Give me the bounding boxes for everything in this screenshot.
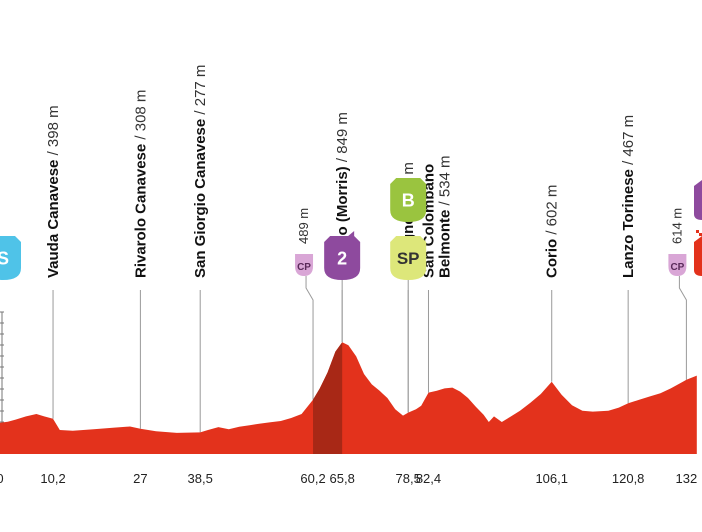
location-name-text: Corio [544, 239, 561, 278]
location-altitude-text: / 849 m [334, 112, 351, 166]
location-altitude-text: / 467 m [620, 115, 637, 169]
km-tick-label: 60,2 [300, 471, 325, 486]
km-tick-label: 65,8 [330, 471, 355, 486]
climb-marker-flag [348, 231, 355, 236]
location-name-sangiorgio: San Giorgio Canavese / 277 m [192, 65, 209, 278]
location-label-sangiorgio: San Giorgio Canavese / 277 m [192, 65, 209, 278]
start-marker: S [0, 236, 21, 280]
km-tick-label: 120,8 [612, 471, 645, 486]
location-altitude-text: / 308 m [132, 90, 149, 144]
leader-lines [52, 276, 687, 433]
location-name-corio: Corio / 602 m [544, 185, 561, 278]
location-name-text-2: Belmonte [436, 210, 453, 278]
location-name-rivarolo: Rivarolo Canavese / 308 m [132, 90, 149, 278]
location-name2-sancolombano: Belmonte / 534 m [436, 155, 453, 278]
edge-flag-dot [696, 230, 699, 233]
start-marker-shape [0, 236, 21, 280]
checkpoint-badge [668, 254, 687, 276]
location-name-text: Rivarolo Canavese [132, 144, 149, 278]
km-tick-label: 78,5 [396, 471, 421, 486]
profile-area [0, 342, 697, 454]
location-name-text: Lanzo Torinese [620, 169, 637, 278]
location-altitude-text: / 277 m [192, 65, 209, 119]
sprint-marker: SP [390, 236, 427, 280]
km-tick-label: 82,4 [416, 471, 441, 486]
km-tick-label: 10,2 [40, 471, 65, 486]
edge-climb-marker [694, 180, 702, 220]
sprint-marker-shape [390, 236, 427, 280]
km-tick-labels: 0 10,2 27 38,5 60,2 65,8 78,582,4 106,1 120,8 132 [0, 471, 697, 486]
location-label-vauda: Vauda Canavese / 398 m [45, 105, 62, 278]
checkpoint-marker-cp1: CP 489 m [295, 208, 314, 276]
location-altitude-text: / 398 m [45, 105, 62, 159]
location-name-vauda: Vauda Canavese / 398 m [45, 105, 62, 278]
climb-band [313, 342, 343, 454]
checkpoint-altitude: 614 m [669, 208, 684, 244]
km-tick-label: 27 [133, 471, 147, 486]
km-tick-label: 38,5 [188, 471, 213, 486]
checkpoint-badge [295, 254, 314, 276]
location-altitude-text: / 534 m [436, 155, 453, 209]
climb-category-marker-label: 2 [337, 248, 347, 268]
edge-finish-marker [694, 236, 702, 276]
checkpoint-altitude: 489 m [296, 208, 311, 244]
location-name-text: San Giorgio Canavese [192, 119, 209, 278]
bonus-marker-label: B [402, 190, 415, 210]
location-name-lanzo: Lanzo Torinese / 467 m [620, 115, 637, 278]
location-altitude-text: / 602 m [544, 185, 561, 239]
profile-area-layer [0, 342, 697, 454]
checkpoint-altitude-text: 614 m [669, 208, 684, 244]
bonus-marker: B [390, 178, 427, 222]
km-tick-label: 0 [0, 471, 4, 486]
checkpoint-marker-cp2: CP 614 m [668, 208, 687, 276]
checkpoint-badge-label: CP [670, 262, 684, 273]
checkpoint-altitude-text: 489 m [296, 208, 311, 244]
checkpoint-badge-label: CP [297, 262, 311, 273]
climb-category-marker: 2 [324, 231, 361, 280]
location-label-lanzo: Lanzo Torinese / 467 m [620, 115, 637, 278]
bonus-marker-shape [390, 178, 427, 222]
location-label-corio: Corio / 602 m [544, 185, 561, 278]
leader-line-cp2 [678, 276, 687, 380]
km-tick-label: 106,1 [535, 471, 568, 486]
start-marker-label: S [0, 248, 9, 268]
location-label-rivarolo: Rivarolo Canavese / 308 m [132, 90, 149, 278]
location-name-text: Vauda Canavese [45, 160, 62, 278]
edge-flag-dot [699, 233, 702, 236]
sprint-marker-label: SP [397, 249, 420, 268]
climb-category-marker-shape [324, 236, 361, 280]
leader-line-cp1 [305, 276, 314, 400]
km-tick-label: 132 [676, 471, 698, 486]
route-markers: CP 489 m CP 614 m S 2 B SP [0, 178, 702, 280]
